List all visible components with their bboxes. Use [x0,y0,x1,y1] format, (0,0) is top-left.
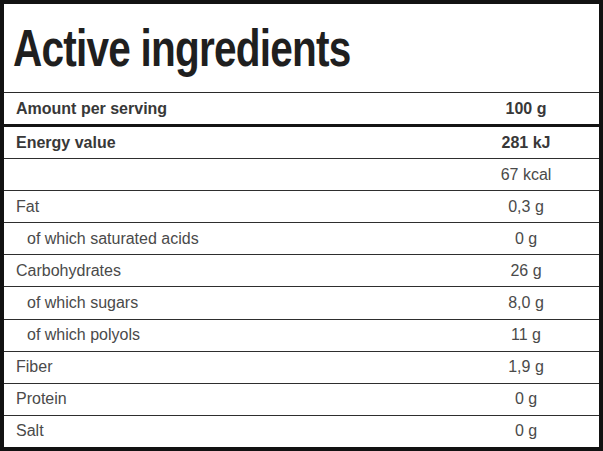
page-title: Active ingredients [13,18,351,78]
row-label: Energy value [4,134,453,152]
row-value: 11 g [453,326,599,344]
header-label: Amount per serving [4,100,453,118]
table-row: of which polyols 11 g [4,319,599,351]
table-row: of which saturated acids 0 g [4,222,599,254]
header-value: 100 g [453,100,599,118]
row-value: 281 kJ [453,134,599,152]
table-row: 67 kcal [4,158,599,190]
row-label: Protein [4,390,453,408]
row-label: Carbohydrates [4,262,453,280]
table-row: Fat 0,3 g [4,190,599,222]
table-row: Carbohydrates 26 g [4,254,599,286]
table-row: Fiber 1,9 g [4,351,599,383]
row-value: 0,3 g [453,198,599,216]
row-value: 0 g [453,390,599,408]
table-body: Energy value 281 kJ 67 kcal Fat 0,3 g of… [4,127,599,447]
row-value: 0 g [453,422,599,440]
table-row: Protein 0 g [4,383,599,415]
row-label: of which saturated acids [4,230,453,248]
row-label: Fat [4,198,453,216]
table-header-row: Amount per serving 100 g [4,93,599,127]
table-row: Energy value 281 kJ [4,127,599,158]
table-row: of which sugars 8,0 g [4,286,599,318]
title-bar: Active ingredients [4,4,599,93]
row-value: 67 kcal [453,166,599,184]
row-label: of which sugars [4,294,453,312]
row-label: Fiber [4,358,453,376]
row-value: 1,9 g [453,358,599,376]
nutrition-table: Active ingredients Amount per serving 10… [0,0,603,451]
row-value: 26 g [453,262,599,280]
table-row: Salt 0 g [4,415,599,447]
row-value: 8,0 g [453,294,599,312]
row-label: of which polyols [4,326,453,344]
row-label: Salt [4,422,453,440]
row-value: 0 g [453,230,599,248]
